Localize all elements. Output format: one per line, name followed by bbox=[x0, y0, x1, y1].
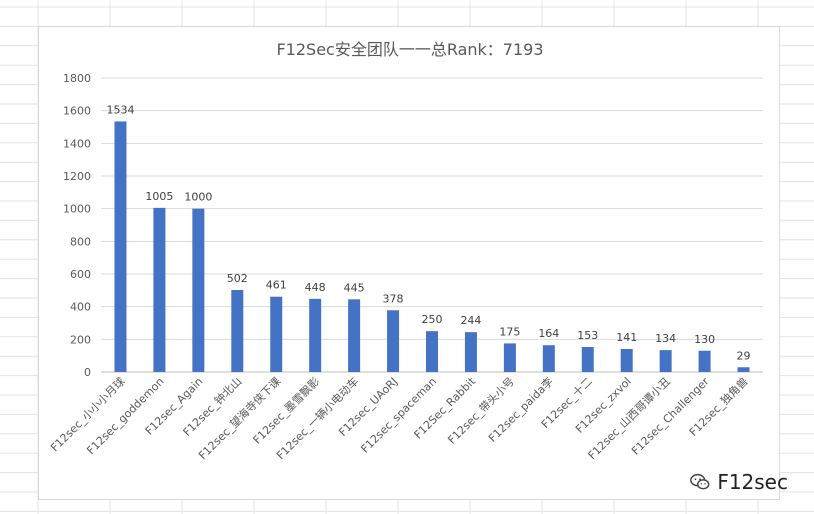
data-label: 448 bbox=[305, 281, 326, 294]
y-tick-label: 1600 bbox=[63, 105, 91, 118]
data-label: 175 bbox=[499, 325, 520, 338]
data-label: 1005 bbox=[145, 190, 173, 203]
y-tick-label: 200 bbox=[70, 333, 91, 346]
data-label: 1000 bbox=[184, 191, 212, 204]
data-label: 153 bbox=[577, 329, 598, 342]
bar[interactable] bbox=[503, 343, 516, 372]
data-label: 378 bbox=[383, 292, 404, 305]
chart-title: F12Sec安全团队一一总Rank：7193 bbox=[276, 40, 543, 59]
y-tick-label: 0 bbox=[84, 366, 91, 379]
x-tick-label: F12sec_小小小月球 bbox=[47, 374, 127, 454]
watermark: F12sec bbox=[689, 470, 788, 494]
y-tick-label: 400 bbox=[70, 301, 91, 314]
data-label: 1534 bbox=[106, 103, 134, 116]
bar[interactable] bbox=[737, 367, 750, 372]
wechat-icon bbox=[690, 473, 710, 490]
bar[interactable] bbox=[270, 296, 283, 372]
bar[interactable] bbox=[348, 299, 361, 372]
bar[interactable] bbox=[426, 331, 438, 372]
bar[interactable] bbox=[542, 345, 555, 372]
bar[interactable] bbox=[464, 332, 477, 372]
data-label: 244 bbox=[460, 314, 481, 327]
bar[interactable] bbox=[192, 208, 205, 372]
x-tick-label: F12sec_spaceman bbox=[358, 375, 439, 456]
bar[interactable] bbox=[387, 310, 400, 372]
data-label: 130 bbox=[694, 333, 715, 346]
data-label: 164 bbox=[538, 327, 559, 340]
data-label: 250 bbox=[422, 313, 443, 326]
y-tick-label: 1200 bbox=[63, 170, 91, 183]
y-tick-label: 600 bbox=[70, 268, 91, 281]
bar[interactable] bbox=[231, 290, 244, 372]
y-tick-label: 800 bbox=[70, 235, 91, 248]
data-label: 461 bbox=[266, 279, 287, 292]
data-label: 134 bbox=[655, 332, 676, 345]
y-tick-label: 1400 bbox=[63, 137, 91, 150]
x-tick-label: F12sec_带头小号 bbox=[445, 375, 517, 447]
bar[interactable] bbox=[114, 121, 127, 373]
bar[interactable] bbox=[698, 350, 711, 372]
bar[interactable] bbox=[620, 348, 633, 372]
data-label: 445 bbox=[344, 281, 365, 294]
bar[interactable] bbox=[153, 207, 166, 372]
bar-chart: F12Sec安全团队一一总Rank：7193 0 200 400 600 800 1000… bbox=[47, 40, 763, 462]
y-tick-label: 1800 bbox=[63, 72, 91, 85]
data-label: 141 bbox=[616, 331, 637, 344]
watermark-text: F12sec bbox=[717, 470, 788, 494]
bar[interactable] bbox=[659, 350, 672, 372]
bar[interactable] bbox=[309, 298, 322, 372]
y-tick-label: 1000 bbox=[63, 203, 91, 216]
x-tick-label: F12sec_paida李 bbox=[485, 374, 556, 445]
chart-area[interactable]: F12Sec安全团队一一总Rank：7193 0 200 400 600 800 1000… bbox=[38, 26, 780, 500]
data-label: 502 bbox=[227, 272, 248, 285]
data-label: 29 bbox=[737, 349, 751, 362]
bar[interactable] bbox=[581, 347, 594, 372]
x-tick-label: F12sec_墨雪飘影 bbox=[251, 375, 323, 447]
